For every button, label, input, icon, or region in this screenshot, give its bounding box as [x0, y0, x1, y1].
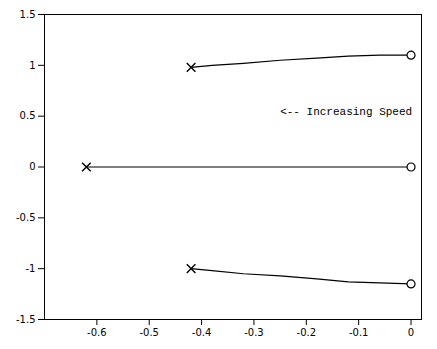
- svg-text:-1: -1: [26, 263, 36, 274]
- svg-text:-0.3: -0.3: [244, 327, 264, 338]
- svg-text:-0.5: -0.5: [16, 212, 36, 223]
- svg-text:<-- Increasing Speed: <-- Increasing Speed: [280, 106, 412, 118]
- svg-text:1.5: 1.5: [20, 9, 36, 20]
- svg-text:0: 0: [29, 161, 35, 172]
- svg-text:-0.1: -0.1: [349, 327, 369, 338]
- svg-text:-0.4: -0.4: [192, 327, 212, 338]
- svg-text:-0.6: -0.6: [87, 327, 107, 338]
- svg-text:-0.2: -0.2: [297, 327, 317, 338]
- svg-text:1: 1: [29, 60, 35, 71]
- svg-text:-0.5: -0.5: [139, 327, 159, 338]
- svg-text:0: 0: [408, 327, 414, 338]
- svg-text:-1.5: -1.5: [16, 314, 36, 325]
- svg-text:0.5: 0.5: [20, 110, 36, 121]
